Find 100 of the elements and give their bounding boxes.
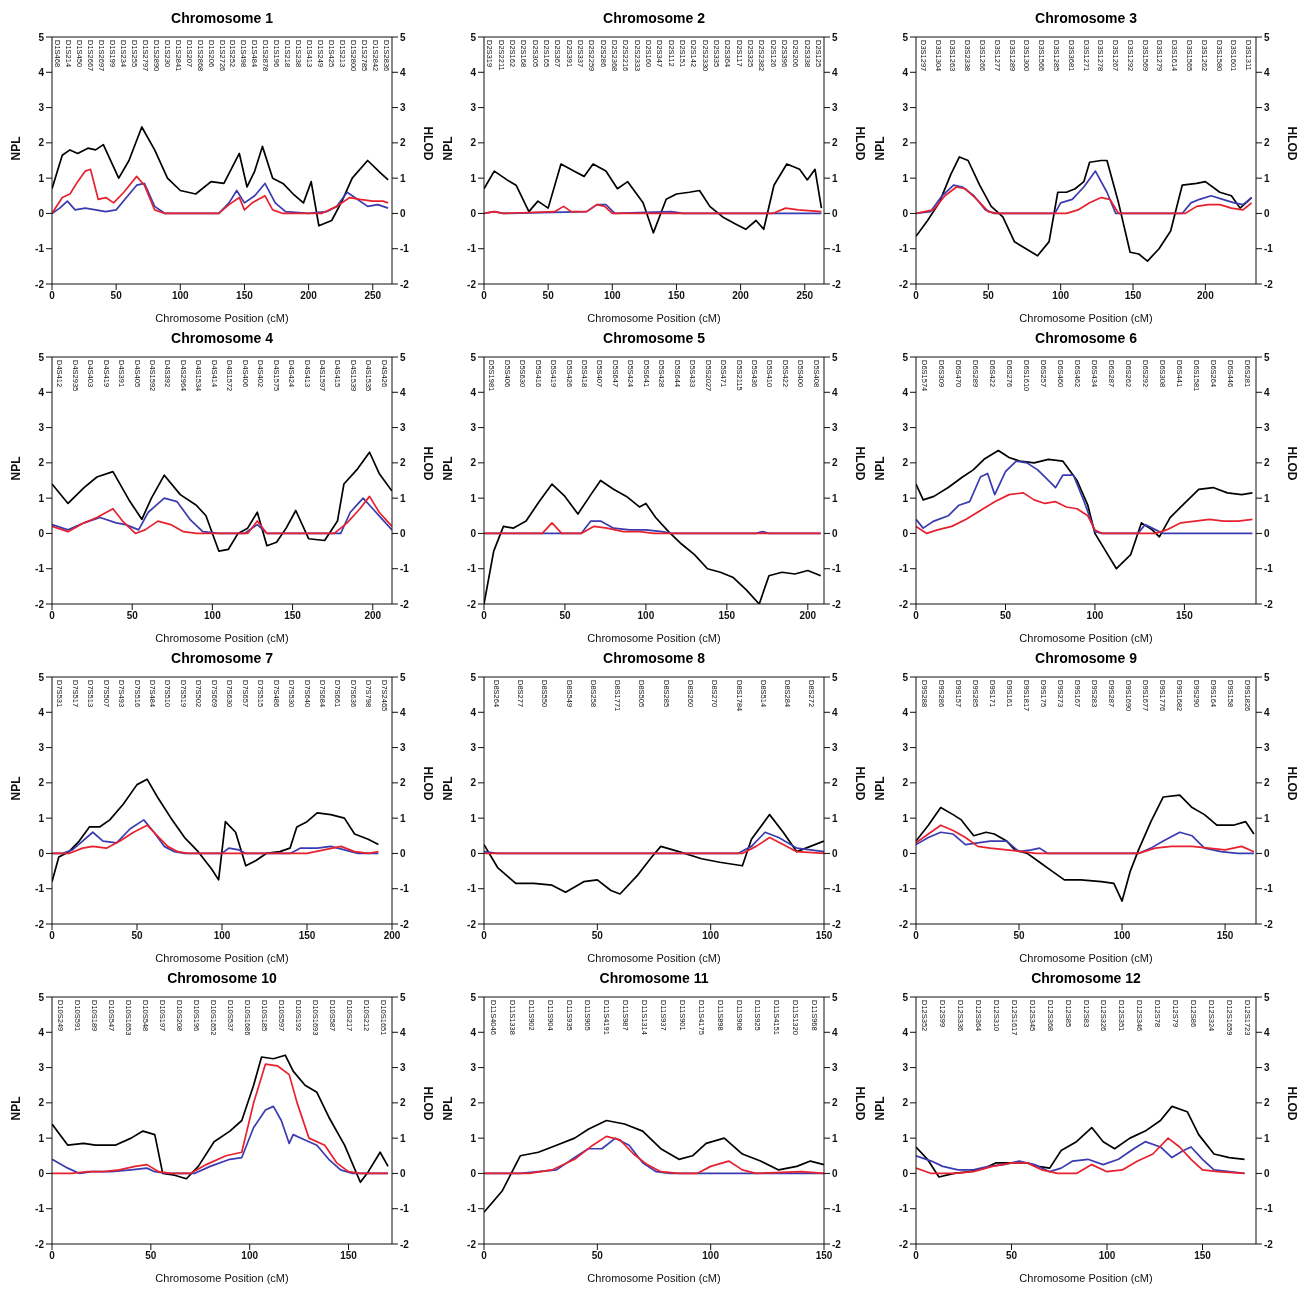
y2-tick-label: -1 (1264, 883, 1274, 895)
y2-tick-label: -2 (1264, 1238, 1274, 1250)
x-axis-title: Chromosome Position (cM) (155, 632, 289, 644)
y-tick-label: 5 (470, 991, 477, 1003)
y2-tick-label: 2 (832, 777, 838, 789)
x-tick-label: 200 (364, 610, 382, 622)
y-tick-label: 0 (470, 847, 477, 859)
y-tick-label: 3 (38, 742, 45, 754)
y-tick-label: 3 (470, 742, 477, 754)
y-tick-label: 1 (902, 172, 909, 184)
y2-tick-label: 1 (400, 172, 406, 184)
y-tick-label: 2 (902, 137, 909, 149)
y2-tick-label: 3 (1264, 742, 1270, 754)
chart-title: Chromosome 9 (1034, 649, 1138, 668)
y-axis-title: NPL (873, 776, 888, 801)
y2-tick-label: 3 (1264, 1062, 1270, 1074)
y2-tick-label: 3 (832, 102, 838, 114)
y-tick-label: -2 (467, 598, 477, 610)
y2-tick-label: 2 (400, 457, 406, 469)
y2-tick-label: 4 (832, 66, 838, 78)
x-tick-label: 200 (1197, 290, 1215, 302)
y-tick-label: 1 (38, 172, 45, 184)
x-tick-label: 100 (213, 930, 231, 942)
x-tick-label: 0 (49, 1250, 56, 1262)
x-tick-label: 0 (481, 930, 488, 942)
y-tick-label: 1 (902, 1132, 909, 1144)
y2-tick-label: 1 (832, 172, 838, 184)
x-tick-label: 50 (1013, 930, 1026, 942)
y2-tick-label: -1 (832, 1203, 842, 1215)
y2-tick-label: 3 (832, 1062, 838, 1074)
x-tick-label: 0 (913, 1250, 920, 1262)
chart-title: Chromosome 12 (1030, 969, 1142, 988)
chart-title: Chromosome 4 (170, 329, 274, 348)
y-tick-label: 4 (38, 1026, 45, 1038)
y2-axis-title: HLOD (852, 126, 867, 161)
y-tick-label: 5 (902, 351, 909, 363)
x-tick-label: 150 (340, 1250, 358, 1262)
y2-tick-label: 5 (400, 351, 406, 363)
y-tick-label: 0 (902, 207, 909, 219)
y2-tick-label: -1 (832, 563, 842, 575)
y2-tick-label: 0 (832, 527, 838, 539)
y-tick-label: 1 (38, 492, 45, 504)
y2-axis-title: HLOD (1284, 446, 1299, 481)
y-axis-title: NPL (873, 1096, 888, 1121)
y2-axis-title: HLOD (420, 446, 435, 481)
y-tick-label: -1 (467, 1203, 477, 1215)
y-tick-label: 3 (470, 102, 477, 114)
y-tick-label: -1 (467, 563, 477, 575)
y-tick-label: -2 (467, 918, 477, 930)
y-tick-label: -2 (35, 598, 45, 610)
y2-tick-label: 2 (832, 1097, 838, 1109)
y-tick-label: 2 (38, 1097, 45, 1109)
y2-tick-label: 1 (400, 492, 406, 504)
y2-tick-label: 3 (400, 102, 406, 114)
y-tick-label: 4 (38, 706, 45, 718)
y-tick-label: 5 (902, 671, 909, 683)
y2-tick-label: 2 (832, 137, 838, 149)
x-tick-label: 100 (241, 1250, 259, 1262)
y2-tick-label: 4 (832, 1026, 838, 1038)
y2-axis-title: HLOD (420, 766, 435, 801)
y-tick-label: 1 (470, 492, 477, 504)
y-tick-label: -1 (899, 563, 909, 575)
x-tick-label: 100 (702, 1250, 720, 1262)
y2-tick-label: 0 (832, 847, 838, 859)
x-tick-label: 50 (542, 290, 555, 302)
x-tick-label: 100 (1098, 1250, 1116, 1262)
y-tick-label: -2 (899, 918, 909, 930)
x-tick-label: 0 (913, 930, 920, 942)
x-tick-label: 100 (637, 610, 655, 622)
y2-axis-title: HLOD (852, 1086, 867, 1121)
y-tick-label: 2 (470, 1097, 477, 1109)
y-tick-label: 3 (902, 1062, 909, 1074)
chart-title: Chromosome 3 (1034, 9, 1138, 28)
y-tick-label: 0 (38, 207, 45, 219)
y2-tick-label: -2 (1264, 598, 1274, 610)
y2-axis-title: HLOD (1284, 1086, 1299, 1121)
y2-tick-label: 0 (1264, 207, 1270, 219)
y-tick-label: 4 (38, 66, 45, 78)
x-tick-label: 100 (1052, 290, 1070, 302)
y2-tick-label: 2 (400, 777, 406, 789)
x-tick-label: 0 (49, 290, 56, 302)
y-axis-title: NPL (9, 1096, 24, 1121)
y2-axis-title: HLOD (420, 1086, 435, 1121)
y-tick-label: 3 (902, 422, 909, 434)
x-tick-label: 50 (982, 290, 995, 302)
y2-axis-title: HLOD (852, 446, 867, 481)
y2-tick-label: -2 (832, 1238, 842, 1250)
y-tick-label: 3 (902, 102, 909, 114)
y-tick-label: 5 (470, 671, 477, 683)
chart-title: Chromosome 2 (602, 9, 706, 28)
y2-tick-label: -1 (400, 1203, 410, 1215)
x-tick-label: 100 (204, 610, 222, 622)
y-tick-label: 1 (470, 1132, 477, 1144)
y-tick-label: 3 (38, 102, 45, 114)
y2-tick-label: 0 (400, 207, 406, 219)
x-axis-title: Chromosome Position (cM) (1019, 632, 1153, 644)
y2-tick-label: -2 (1264, 278, 1274, 290)
y-tick-label: -1 (467, 243, 477, 255)
x-tick-label: 50 (591, 1250, 604, 1262)
y-tick-label: 3 (38, 422, 45, 434)
